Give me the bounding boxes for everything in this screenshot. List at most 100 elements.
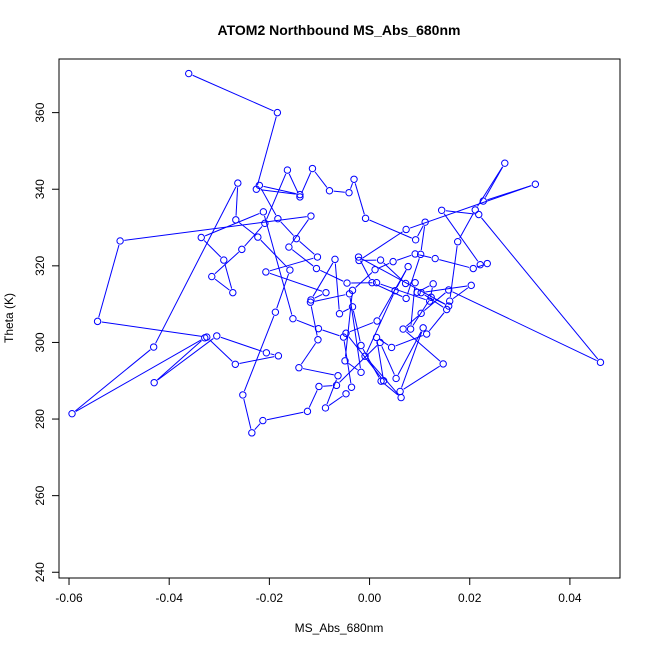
series-segment bbox=[291, 249, 314, 267]
data-point bbox=[387, 343, 396, 352]
data-point bbox=[376, 256, 385, 264]
data-point bbox=[475, 210, 483, 219]
data-point bbox=[439, 360, 447, 368]
data-point bbox=[197, 233, 205, 242]
series-segment bbox=[367, 359, 399, 395]
data-point bbox=[427, 293, 435, 301]
series-segment bbox=[449, 245, 458, 297]
data-point bbox=[343, 279, 351, 287]
series-segment bbox=[397, 331, 422, 375]
data-point bbox=[483, 259, 491, 268]
data-point bbox=[331, 255, 339, 264]
data-point bbox=[401, 279, 410, 288]
series-segment bbox=[352, 310, 361, 342]
data-point bbox=[413, 288, 421, 296]
series-segment bbox=[405, 315, 419, 327]
y-tick-label: 340 bbox=[33, 179, 47, 199]
data-point bbox=[259, 208, 268, 216]
data-point bbox=[285, 243, 293, 251]
series-segment bbox=[270, 353, 275, 356]
series-segment bbox=[312, 262, 334, 297]
data-point bbox=[274, 352, 283, 360]
y-tick-label: 300 bbox=[33, 332, 47, 352]
data-point bbox=[68, 409, 76, 418]
series-segment bbox=[396, 254, 412, 261]
data-point bbox=[357, 368, 365, 377]
series-segment bbox=[424, 292, 446, 311]
series-segment bbox=[477, 166, 503, 207]
data-point bbox=[354, 253, 363, 261]
y-tick-label: 240 bbox=[33, 562, 47, 582]
data-point bbox=[303, 407, 312, 416]
data-point bbox=[531, 180, 540, 188]
data-point bbox=[286, 266, 294, 274]
data-point bbox=[417, 309, 425, 318]
series-segment bbox=[238, 222, 255, 235]
series-segment bbox=[101, 321, 203, 337]
data-point bbox=[389, 257, 397, 266]
data-point bbox=[391, 287, 399, 295]
series-segment bbox=[409, 185, 532, 229]
series-segment bbox=[484, 166, 504, 198]
data-point bbox=[262, 349, 271, 357]
series-segment bbox=[362, 231, 403, 259]
series-segment bbox=[443, 213, 479, 262]
data-point bbox=[429, 280, 437, 288]
data-point bbox=[150, 378, 158, 387]
series-segment bbox=[419, 254, 432, 259]
data-point bbox=[312, 264, 321, 273]
data-point bbox=[325, 187, 334, 195]
data-point bbox=[347, 383, 356, 391]
x-axis: -0.06 -0.04 -0.02 0.00 0.02 0.04 bbox=[55, 577, 582, 605]
series-segment bbox=[355, 272, 373, 288]
data-point bbox=[342, 390, 350, 398]
series-segment bbox=[445, 210, 475, 215]
data-point bbox=[348, 303, 357, 311]
data-point bbox=[149, 343, 158, 351]
series-segment bbox=[378, 269, 407, 318]
series-segment bbox=[428, 312, 445, 332]
series-segment bbox=[276, 273, 290, 309]
series-segment bbox=[376, 341, 384, 377]
x-tick-label: 0.00 bbox=[358, 591, 382, 605]
data-point bbox=[296, 193, 304, 201]
data-point bbox=[283, 166, 292, 174]
data-point bbox=[357, 341, 365, 350]
series-segment bbox=[157, 338, 214, 381]
series-segment bbox=[323, 385, 333, 387]
chart-title: ATOM2 Northbound MS_Abs_680nm bbox=[218, 22, 461, 38]
data-point bbox=[402, 294, 410, 303]
series-segment bbox=[260, 188, 277, 216]
data-point bbox=[361, 352, 369, 360]
series-segment bbox=[381, 346, 395, 375]
data-point bbox=[425, 297, 434, 305]
series-segment bbox=[243, 315, 275, 392]
series-segment bbox=[75, 339, 202, 413]
data-point bbox=[372, 333, 381, 342]
data-point bbox=[342, 329, 350, 337]
x-tick-label: -0.02 bbox=[256, 591, 284, 605]
series-segment bbox=[366, 294, 394, 353]
data-point bbox=[373, 317, 381, 325]
series-segment bbox=[378, 262, 390, 269]
series-segment bbox=[256, 116, 277, 186]
series-segment bbox=[405, 331, 441, 362]
series-segment bbox=[334, 263, 340, 310]
data-point bbox=[471, 206, 479, 214]
y-tick-label: 320 bbox=[33, 256, 47, 276]
series-segment bbox=[74, 349, 151, 412]
data-point bbox=[411, 250, 419, 258]
series-segment bbox=[348, 362, 358, 371]
series-segment bbox=[244, 226, 263, 247]
series-segment bbox=[326, 379, 337, 405]
series-segment bbox=[417, 225, 424, 237]
series-segment bbox=[299, 241, 315, 255]
data-point bbox=[348, 286, 357, 295]
series-segment bbox=[266, 411, 304, 421]
series-segment bbox=[296, 319, 315, 328]
series-segment bbox=[379, 339, 389, 346]
series-segment bbox=[322, 329, 340, 337]
series-segment bbox=[354, 183, 365, 215]
data-point bbox=[479, 197, 487, 205]
data-point bbox=[376, 338, 384, 347]
